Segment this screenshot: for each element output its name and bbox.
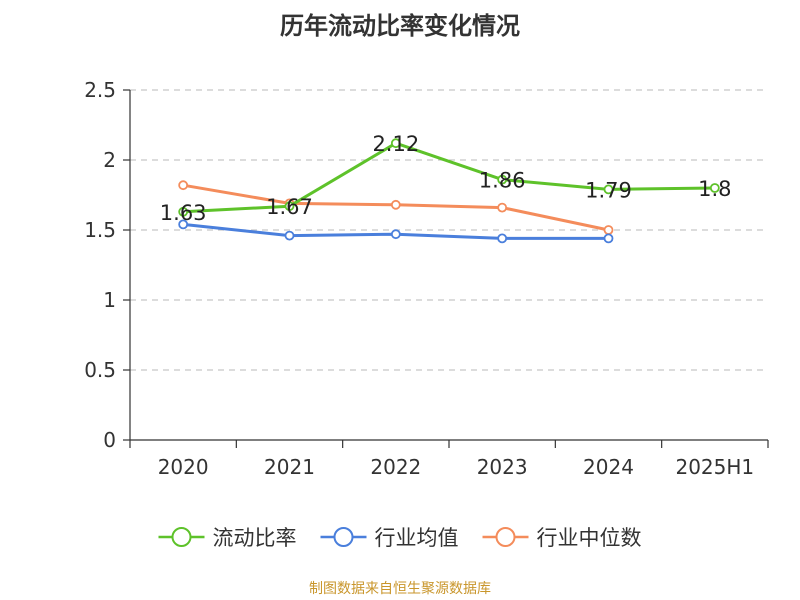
y-tick-label: 0 [103,428,116,452]
legend-swatch-marker [171,527,192,547]
data-point [390,229,401,240]
x-tick-label: 2024 [583,455,634,479]
data-point [178,180,189,191]
source-note: 制图数据来自恒生聚源数据库 [309,581,491,597]
data-point [497,202,508,213]
data-label: 1.67 [266,195,313,219]
data-label: 1.8 [698,177,731,201]
data-point [284,201,295,212]
legend-label: 行业均值 [375,526,459,550]
y-tick-label: 2 [103,148,116,172]
legend-swatch-marker [333,527,354,547]
x-tick-label: 2025H1 [675,455,754,479]
data-label: 1.86 [479,169,526,193]
y-tick-label: 1.5 [84,218,116,242]
x-tick-label: 2023 [477,455,528,479]
data-point [603,233,614,244]
legend-swatch-marker [495,527,516,547]
y-tick-label: 0.5 [84,358,116,382]
data-point [497,174,508,185]
data-label: 1.63 [160,201,207,225]
legend-label: 行业中位数 [537,526,642,550]
data-label: 2.12 [372,132,419,156]
data-point [603,225,614,235]
series-line-0 [183,141,715,214]
legend-label: 流动比率 [213,526,297,550]
x-tick-label: 2021 [264,455,315,479]
data-point [603,184,614,195]
y-tick-label: 1 [103,288,116,312]
data-point [709,183,720,193]
data-point [178,219,189,230]
x-tick-label: 2020 [158,455,209,479]
data-label: 1.79 [585,178,632,202]
data-point [390,199,401,210]
data-point [178,206,189,217]
data-point [497,233,508,244]
x-tick-label: 2022 [370,455,421,479]
chart-title: 历年流动比率变化情况 [280,12,520,40]
data-point [390,138,401,149]
y-tick-label: 2.5 [84,78,116,102]
data-point [284,230,295,241]
